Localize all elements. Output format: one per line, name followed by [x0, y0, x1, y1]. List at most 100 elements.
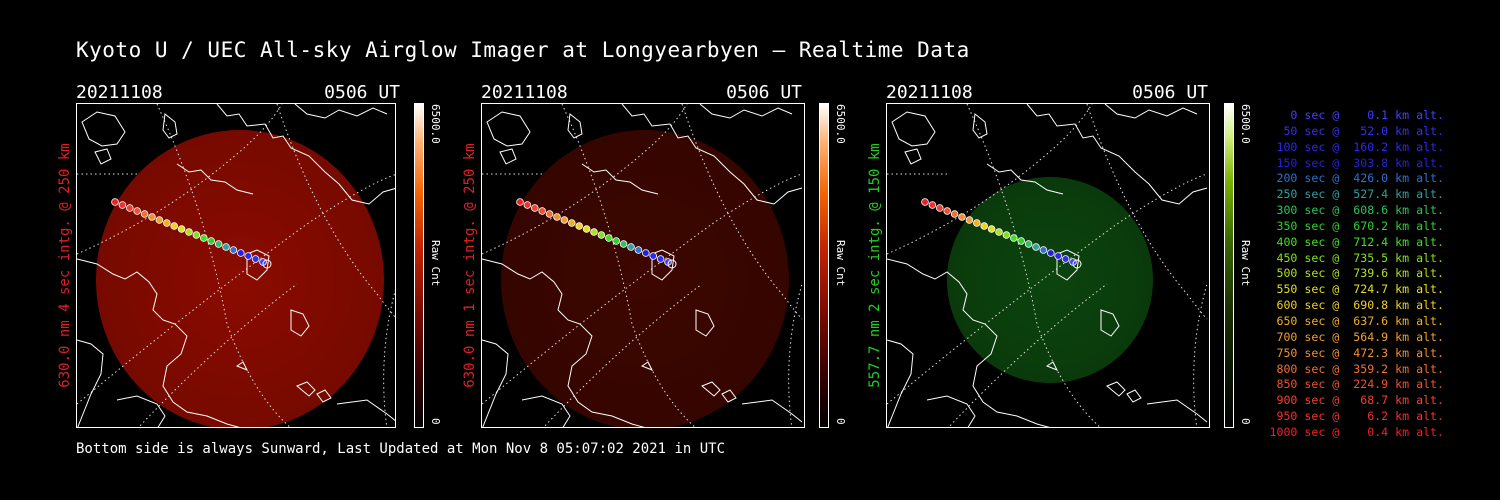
trajectory-point [185, 228, 193, 236]
trajectory-point [656, 255, 665, 263]
panel-2-colorbar-min: 0 [834, 418, 847, 425]
trajectory-point [921, 198, 929, 206]
panel-3-colorbar-max: 6500.0 [1239, 104, 1252, 144]
station-marker [667, 259, 677, 269]
trajectory-point [530, 204, 539, 212]
trajectory-point [125, 204, 134, 212]
legend-entry: 400 sec @ 712.4 km alt. [1269, 234, 1444, 249]
panel-1-wavelength-label: 630.0 nm 4 sec intg. @ 250 km [57, 143, 73, 388]
trajectory-point [516, 198, 524, 206]
station-marker [262, 259, 272, 269]
panel-3-colorbar-label: Raw Cnt [1239, 240, 1252, 287]
legend-entry: 650 sec @ 637.6 km alt. [1269, 313, 1444, 328]
panel-3-sky-map [886, 103, 1210, 428]
trajectory-point [995, 228, 1003, 236]
trajectory-point [1047, 249, 1055, 257]
trajectory-point [200, 234, 208, 242]
trajectory-point [229, 246, 238, 254]
trajectory-point [163, 219, 171, 227]
trajectory-point [568, 219, 576, 227]
airglow-disc [96, 130, 384, 427]
trajectory-point [928, 201, 937, 209]
trajectory-point [1010, 234, 1018, 242]
legend-entry: 450 sec @ 735.5 km alt. [1269, 250, 1444, 265]
panel-1-sky-map [76, 103, 396, 428]
trajectory-point [1061, 255, 1070, 263]
trajectory-legend: 0 sec @ 0.1 km alt. 50 sec @ 52.0 km alt… [1262, 108, 1444, 441]
panel-3-time: 0506 UT [1132, 82, 1208, 103]
trajectory-point [553, 213, 561, 221]
legend-entry: 900 sec @ 68.7 km alt. [1269, 393, 1444, 408]
legend-entry: 950 sec @ 6.2 km alt. [1269, 409, 1444, 424]
trajectory-point [1039, 246, 1048, 254]
trajectory-point [560, 216, 569, 224]
trajectory-point [980, 222, 988, 230]
trajectory-point [545, 210, 554, 218]
legend-entry: 200 sec @ 426.0 km alt. [1269, 171, 1444, 186]
trajectory-point [575, 222, 583, 230]
trajectory-point [987, 225, 996, 233]
panel-2-colorbar-label: Raw Cnt [834, 240, 847, 287]
panel-3-colorbar-min: 0 [1239, 418, 1252, 425]
legend-entry: 850 sec @ 224.9 km alt. [1269, 377, 1444, 392]
legend-entry: 600 sec @ 690.8 km alt. [1269, 298, 1444, 313]
trajectory-point [1024, 240, 1033, 248]
panel-1-colorbar [414, 103, 424, 428]
legend-entry: 100 sec @ 160.2 km alt. [1269, 139, 1444, 154]
trajectory-point [1002, 231, 1011, 239]
trajectory-point [207, 237, 216, 245]
legend-entry: 500 sec @ 739.6 km alt. [1269, 266, 1444, 281]
station-marker [1072, 259, 1082, 269]
trajectory-point [177, 225, 186, 233]
legend-entry: 250 sec @ 527.4 km alt. [1269, 187, 1444, 202]
trajectory-point [950, 210, 959, 218]
trajectory-point [222, 243, 230, 251]
trajectory-point [155, 216, 164, 224]
trajectory-point [627, 243, 635, 251]
trajectory-point [118, 201, 127, 209]
trajectory-point [943, 207, 951, 215]
panel-3-colorbar [1224, 103, 1234, 428]
trajectory-point [1017, 237, 1026, 245]
trajectory-point [192, 231, 201, 239]
panel-2-date: 20211108 [481, 82, 568, 103]
trajectory-point [237, 249, 245, 257]
trajectory-point [612, 237, 621, 245]
trajectory-point [140, 210, 149, 218]
legend-entry: 0 sec @ 0.1 km alt. [1269, 108, 1444, 122]
trajectory-point [214, 240, 223, 248]
trajectory-point [251, 255, 260, 263]
panel-2-colorbar [819, 103, 829, 428]
trajectory-point [111, 198, 119, 206]
legend-entry: 700 sec @ 564.9 km alt. [1269, 329, 1444, 344]
legend-entry: 300 sec @ 608.6 km alt. [1269, 203, 1444, 218]
trajectory-point [973, 219, 981, 227]
panel-2-sky-map [481, 103, 805, 428]
trajectory-point [582, 225, 591, 233]
panel-1-date: 20211108 [76, 82, 163, 103]
legend-entry: 800 sec @ 359.2 km alt. [1269, 361, 1444, 376]
trajectory-point [133, 207, 141, 215]
trajectory-point [590, 228, 598, 236]
legend-entry: 550 sec @ 724.7 km alt. [1269, 282, 1444, 297]
legend-entry: 750 sec @ 472.3 km alt. [1269, 345, 1444, 360]
trajectory-point [634, 246, 643, 254]
trajectory-point [523, 201, 532, 209]
airglow-disc [947, 177, 1153, 383]
panel-1-colorbar-label: Raw Cnt [429, 240, 442, 287]
panel-2-colorbar-max: 6500.0 [834, 104, 847, 144]
trajectory-point [244, 252, 253, 260]
airglow-disc [501, 130, 789, 427]
legend-entry: 1000 sec @ 0.4 km alt. [1269, 424, 1444, 439]
trajectory-point [1032, 243, 1040, 251]
legend-entry: 50 sec @ 52.0 km alt. [1269, 123, 1444, 138]
trajectory-point [619, 240, 628, 248]
trajectory-point [958, 213, 966, 221]
panel-1-colorbar-min: 0 [429, 418, 442, 425]
trajectory-point [538, 207, 546, 215]
panel-3-wavelength-label: 557.7 nm 2 sec intg. @ 150 km [867, 143, 883, 388]
trajectory-point [170, 222, 178, 230]
panel-1-time: 0506 UT [324, 82, 400, 103]
footer-status: Bottom side is always Sunward, Last Upda… [76, 441, 726, 457]
panel-1-colorbar-max: 6500.0 [429, 104, 442, 144]
